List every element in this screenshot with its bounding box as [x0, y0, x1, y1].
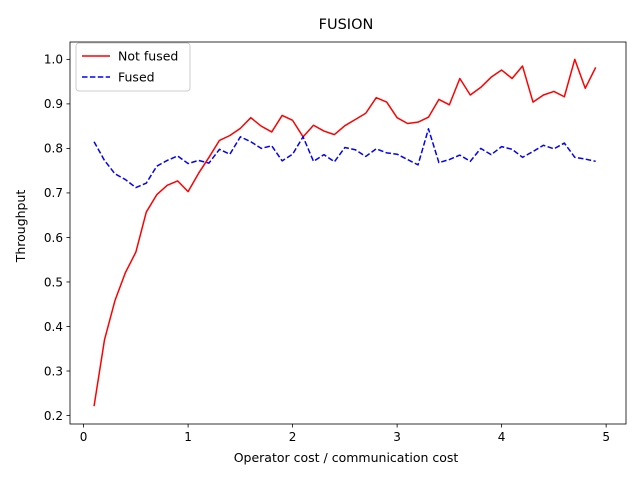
- legend-label: Fused: [118, 70, 155, 85]
- x-tick-label: 5: [602, 430, 610, 444]
- legend-box: [75, 42, 191, 92]
- plot-lines: [93, 58, 597, 407]
- y-tick-label: 1.0: [44, 53, 63, 67]
- series-line-fused: [93, 128, 596, 189]
- x-axis-label: Operator cost / communication cost: [234, 450, 459, 465]
- y-tick-label: 0.3: [44, 364, 63, 378]
- legend: Not fused Fused: [75, 42, 191, 92]
- x-tick-label: 1: [184, 430, 192, 444]
- y-axis: 0.2 0.3 0.4 0.5 0.6 0.7 0.8 0.9 1.0: [44, 53, 70, 423]
- legend-label: Not fused: [118, 49, 178, 64]
- plot-frame: [69, 41, 627, 425]
- y-tick-label: 0.2: [44, 409, 63, 423]
- y-tick-label: 0.4: [44, 320, 63, 334]
- y-tick-label: 0.6: [44, 231, 63, 245]
- y-tick-label: 0.8: [44, 142, 63, 156]
- y-axis-label: Throughput: [13, 190, 28, 264]
- chart-title: FUSION: [319, 17, 374, 33]
- x-axis: 0 1 2 3 4 5: [80, 424, 610, 444]
- x-tick-label: 3: [393, 430, 401, 444]
- y-tick-label: 0.9: [44, 97, 63, 111]
- y-tick-label: 0.7: [44, 186, 63, 200]
- series-line-not-fused: [93, 58, 597, 407]
- y-tick-label: 0.5: [44, 275, 63, 289]
- x-tick-label: 2: [289, 430, 297, 444]
- x-tick-label: 4: [498, 430, 506, 444]
- x-tick-label: 0: [80, 430, 88, 444]
